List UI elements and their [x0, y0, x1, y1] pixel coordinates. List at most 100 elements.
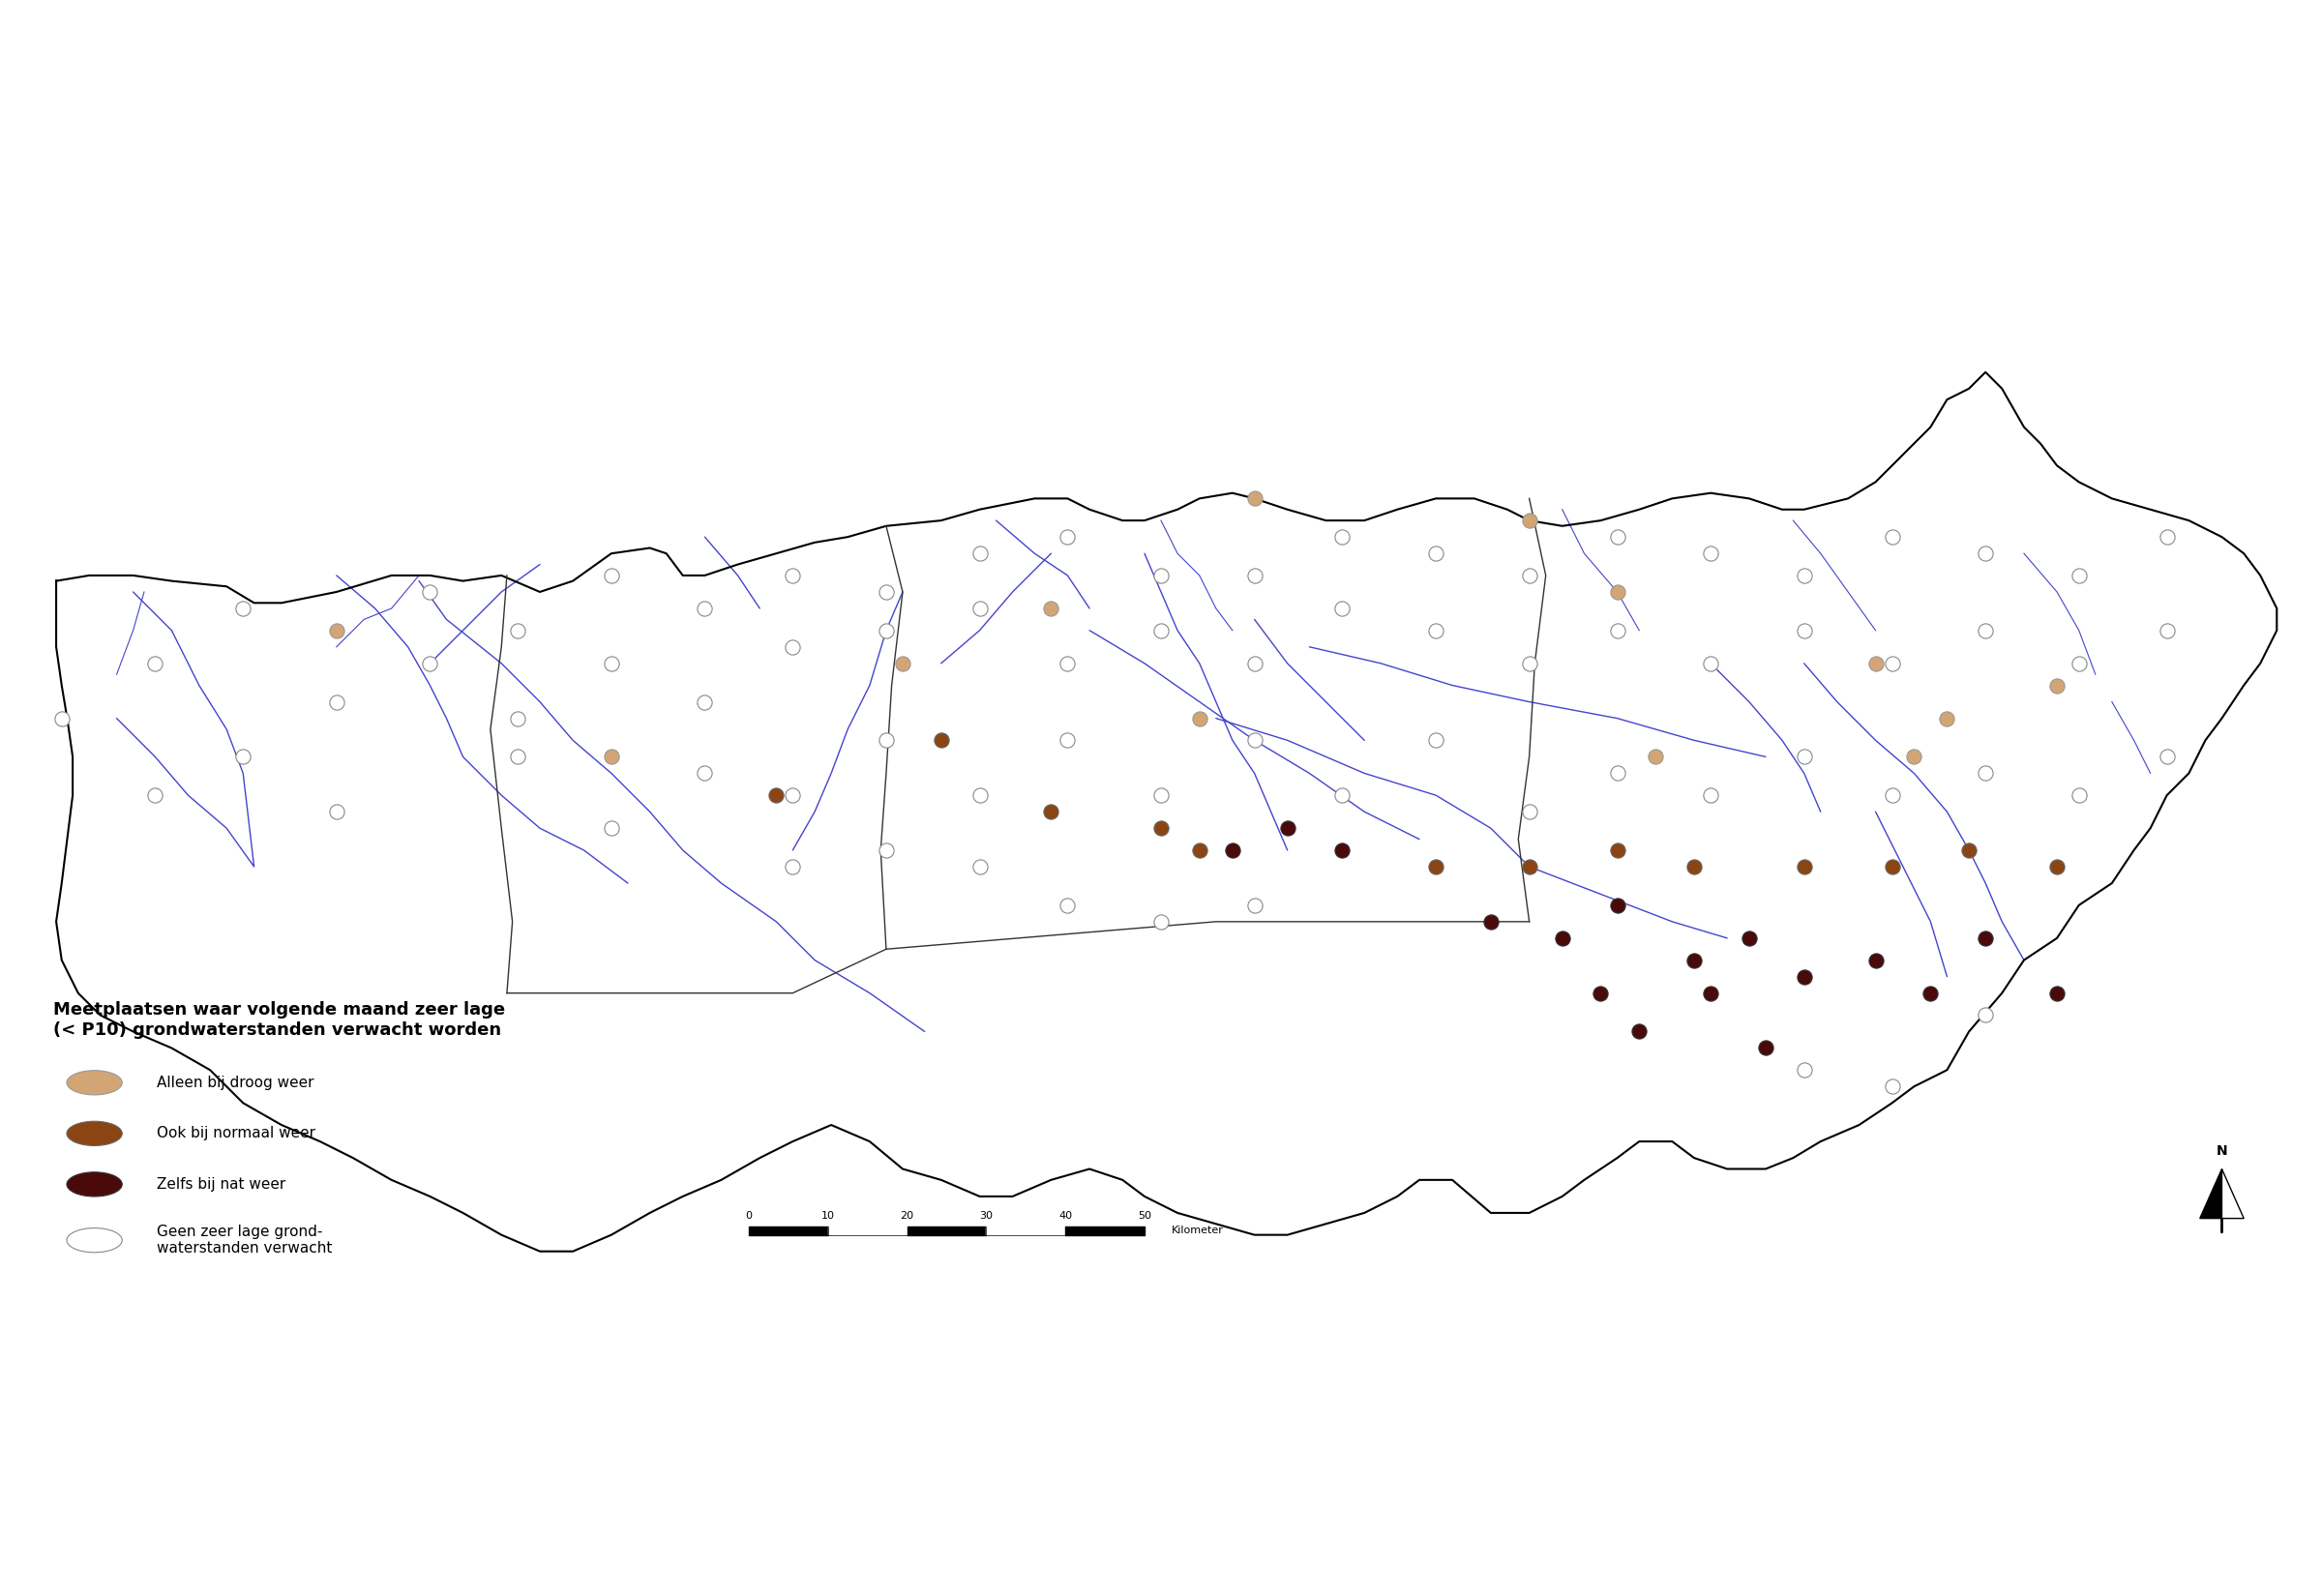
Point [137, 782, 174, 808]
Point [1416, 854, 1454, 879]
Point [2148, 523, 2185, 549]
Point [318, 689, 355, 715]
Point [1967, 926, 2004, 951]
Point [1786, 1057, 1823, 1082]
Point [2039, 980, 2076, 1005]
Text: 40: 40 [1059, 1211, 1073, 1221]
Point [1874, 523, 1911, 549]
Point [961, 854, 998, 879]
Point [592, 816, 629, 841]
Point [2039, 854, 2076, 879]
Point [1693, 782, 1730, 808]
Point [1512, 651, 1549, 677]
Point [225, 595, 262, 621]
Point [411, 579, 448, 605]
Point [1693, 980, 1730, 1005]
Point [1416, 618, 1454, 643]
Text: 50: 50 [1138, 1211, 1152, 1221]
Point [868, 579, 906, 605]
Point [1472, 908, 1509, 934]
Point [2148, 618, 2185, 643]
Point [1693, 541, 1730, 567]
Point [687, 689, 724, 715]
Point [2039, 672, 2076, 697]
Point [1598, 523, 1635, 549]
Point [1858, 651, 1895, 677]
Point [2060, 651, 2097, 677]
Point [1324, 838, 1361, 863]
Point [1324, 782, 1361, 808]
Point [592, 651, 629, 677]
Text: 0: 0 [745, 1211, 752, 1221]
Point [868, 618, 906, 643]
Point [1895, 744, 1932, 769]
Text: Meetplaatsen waar volgende maand zeer lage
(< P10) grondwaterstanden verwacht wo: Meetplaatsen waar volgende maand zeer la… [53, 1001, 504, 1039]
Point [1676, 854, 1714, 879]
Point [318, 618, 355, 643]
Point [1182, 705, 1219, 731]
Point [1050, 728, 1087, 753]
Point [687, 761, 724, 787]
Point [1416, 541, 1454, 567]
Point [1235, 892, 1272, 918]
Text: 20: 20 [901, 1211, 915, 1221]
Point [922, 728, 959, 753]
Point [1911, 980, 1948, 1005]
Point [137, 651, 174, 677]
Point [499, 705, 536, 731]
Point [868, 838, 906, 863]
Point [1142, 908, 1180, 934]
Point [1621, 1018, 1658, 1044]
Point [499, 618, 536, 643]
Point [1182, 838, 1219, 863]
Point [1967, 541, 2004, 567]
Point [1874, 782, 1911, 808]
Point [1235, 728, 1272, 753]
Polygon shape [2222, 1168, 2243, 1218]
Text: Zelfs bij nat weer: Zelfs bij nat weer [158, 1178, 286, 1192]
Point [961, 595, 998, 621]
Point [1786, 744, 1823, 769]
Point [1050, 651, 1087, 677]
Point [1874, 1074, 1911, 1100]
Point [1967, 618, 2004, 643]
Circle shape [67, 1171, 123, 1197]
Point [1637, 744, 1674, 769]
Point [1142, 563, 1180, 589]
Point [318, 800, 355, 825]
Circle shape [67, 1122, 123, 1146]
Point [1050, 523, 1087, 549]
Polygon shape [2199, 1168, 2222, 1218]
Point [1142, 618, 1180, 643]
Point [225, 744, 262, 769]
Text: Ook bij normaal weer: Ook bij normaal weer [158, 1127, 316, 1141]
Point [1050, 892, 1087, 918]
Point [1033, 800, 1070, 825]
Point [1598, 761, 1635, 787]
Text: 30: 30 [980, 1211, 994, 1221]
Point [773, 634, 810, 659]
Point [1214, 838, 1252, 863]
Point [1730, 926, 1767, 951]
Point [961, 782, 998, 808]
Point [1786, 563, 1823, 589]
Point [2060, 563, 2097, 589]
Point [1512, 563, 1549, 589]
Point [1786, 964, 1823, 990]
Circle shape [67, 1227, 123, 1253]
Text: 10: 10 [822, 1211, 834, 1221]
Circle shape [67, 1071, 123, 1095]
Point [773, 854, 810, 879]
Point [499, 744, 536, 769]
Point [1598, 618, 1635, 643]
Point [1235, 563, 1272, 589]
Point [1693, 651, 1730, 677]
Point [1874, 854, 1911, 879]
Point [2148, 744, 2185, 769]
Point [885, 651, 922, 677]
Point [757, 782, 794, 808]
Point [1676, 948, 1714, 974]
Point [1268, 816, 1305, 841]
Point [1598, 838, 1635, 863]
Point [961, 541, 998, 567]
